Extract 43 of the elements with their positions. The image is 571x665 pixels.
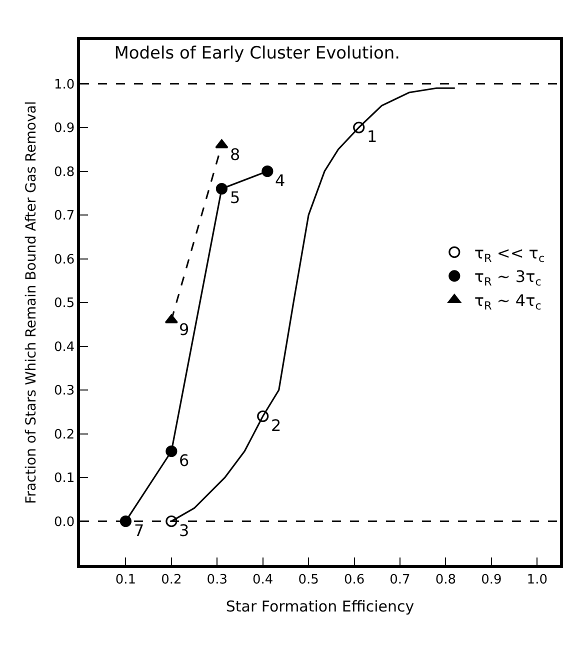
- y-tick-label: 0.3: [54, 384, 75, 399]
- annotation: 6: [179, 451, 190, 470]
- annotation: 2: [271, 416, 282, 435]
- y-tick-label: 0.8: [54, 164, 75, 180]
- point: [353, 122, 365, 134]
- point: [262, 165, 274, 178]
- point: [166, 515, 178, 528]
- x-tick-label: 0.5: [298, 572, 319, 588]
- annotation: 4: [275, 171, 286, 190]
- annotation: 9: [179, 320, 190, 339]
- y-tick-label: 0.2: [54, 427, 75, 442]
- y-tick-label: 0.9: [54, 121, 75, 136]
- y-tick-label: 0.1: [54, 471, 75, 486]
- point: [120, 515, 132, 528]
- legend-label: τ$_{R}$ ~ 4τ$_{c}$: [474, 290, 542, 312]
- legend-label: τ$_{R}$ ~ 3τ$_{c}$: [474, 267, 542, 289]
- point: [216, 182, 228, 195]
- chart-title: Models of Early Cluster Evolution.: [114, 43, 400, 64]
- y-tick-label: 0.7: [54, 208, 75, 224]
- x-tick-label: 1.0: [526, 572, 548, 588]
- y-tick-label: 0.5: [54, 296, 75, 312]
- annotation: 8: [230, 145, 240, 164]
- x-tick-label: 0.3: [206, 572, 228, 588]
- legend-label: τ$_{R}$ << τ$_{c}$: [474, 243, 545, 265]
- x-tick-label: 0.1: [115, 572, 136, 588]
- y-tick-label: 1.0: [54, 77, 75, 92]
- x-tick-label: 0.7: [390, 572, 410, 588]
- point: [257, 410, 269, 422]
- y-tick-label: 0.4: [54, 340, 75, 355]
- point: [166, 445, 178, 458]
- x-axis-title: Star Formation Efficiency: [226, 597, 414, 616]
- y-tick-label: 0.6: [54, 252, 75, 268]
- annotation: 5: [230, 188, 240, 207]
- y-axis-title: Fraction of Stars Which Remain Bound After Gas Removal: [24, 101, 40, 504]
- x-tick-label: 0.6: [344, 572, 365, 588]
- annotation: 3: [179, 521, 190, 540]
- annotation: 7: [134, 521, 144, 540]
- x-tick-label: 0.9: [481, 572, 502, 588]
- x-tick-label: 0.4: [252, 572, 274, 588]
- annotation: 1: [367, 127, 378, 146]
- x-tick-label: 0.2: [161, 572, 182, 588]
- y-tick-label: 0.0: [54, 514, 75, 530]
- x-tick-label: 0.8: [435, 572, 456, 588]
